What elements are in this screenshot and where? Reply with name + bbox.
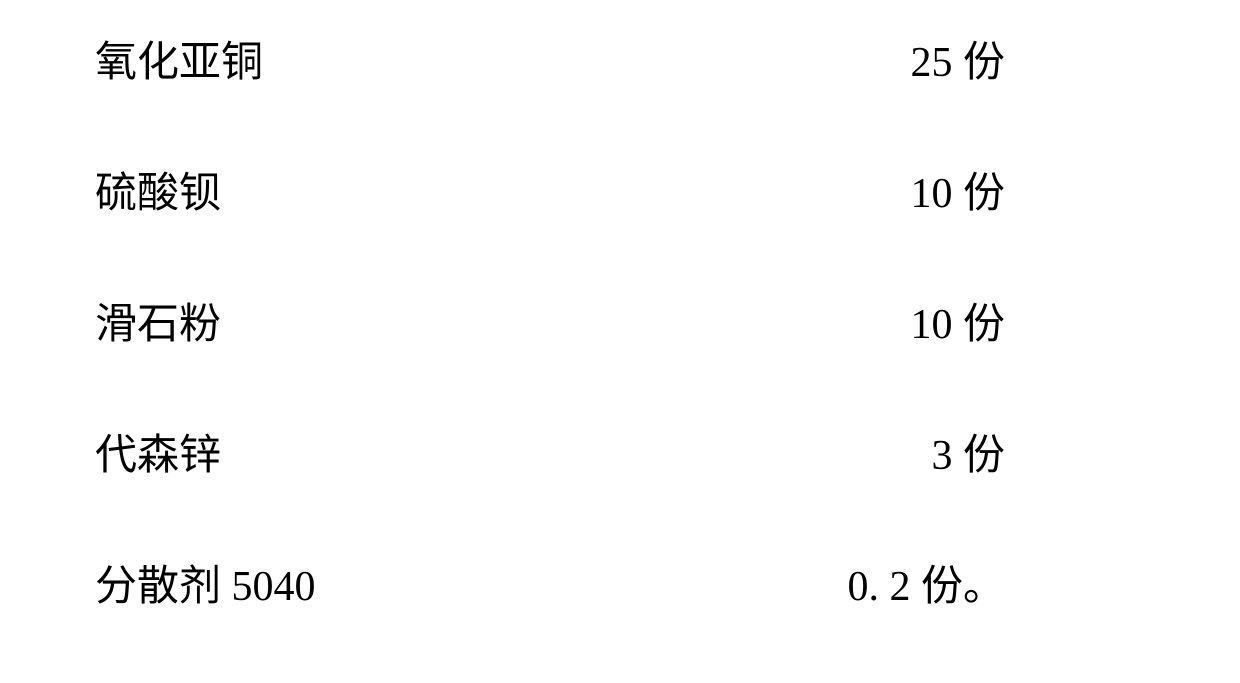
ingredient-amount: 0. 2 份。 bbox=[847, 552, 1145, 613]
table-row: 代森锌 3 份 bbox=[95, 421, 1145, 482]
ingredient-name: 代森锌 bbox=[95, 421, 221, 482]
ingredient-amount: 10 份 bbox=[910, 159, 1145, 220]
ingredient-amount: 10 份 bbox=[910, 290, 1145, 351]
ingredient-amount: 3 份 bbox=[931, 421, 1145, 482]
ingredient-name: 滑石粉 bbox=[95, 290, 221, 351]
table-row: 滑石粉 10 份 bbox=[95, 290, 1145, 351]
ingredient-table: 氧化亚铜 25 份 硫酸钡 10 份 滑石粉 10 份 代森锌 3 份 分散剂 … bbox=[95, 28, 1145, 683]
ingredient-name: 硫酸钡 bbox=[95, 159, 221, 220]
table-row: 氧化亚铜 25 份 bbox=[95, 28, 1145, 89]
ingredient-name: 分散剂 5040 bbox=[95, 552, 316, 613]
ingredient-amount: 25 份 bbox=[910, 28, 1145, 89]
table-row: 分散剂 5040 0. 2 份。 bbox=[95, 552, 1145, 613]
table-row: 硫酸钡 10 份 bbox=[95, 159, 1145, 220]
ingredient-name: 氧化亚铜 bbox=[95, 28, 263, 89]
